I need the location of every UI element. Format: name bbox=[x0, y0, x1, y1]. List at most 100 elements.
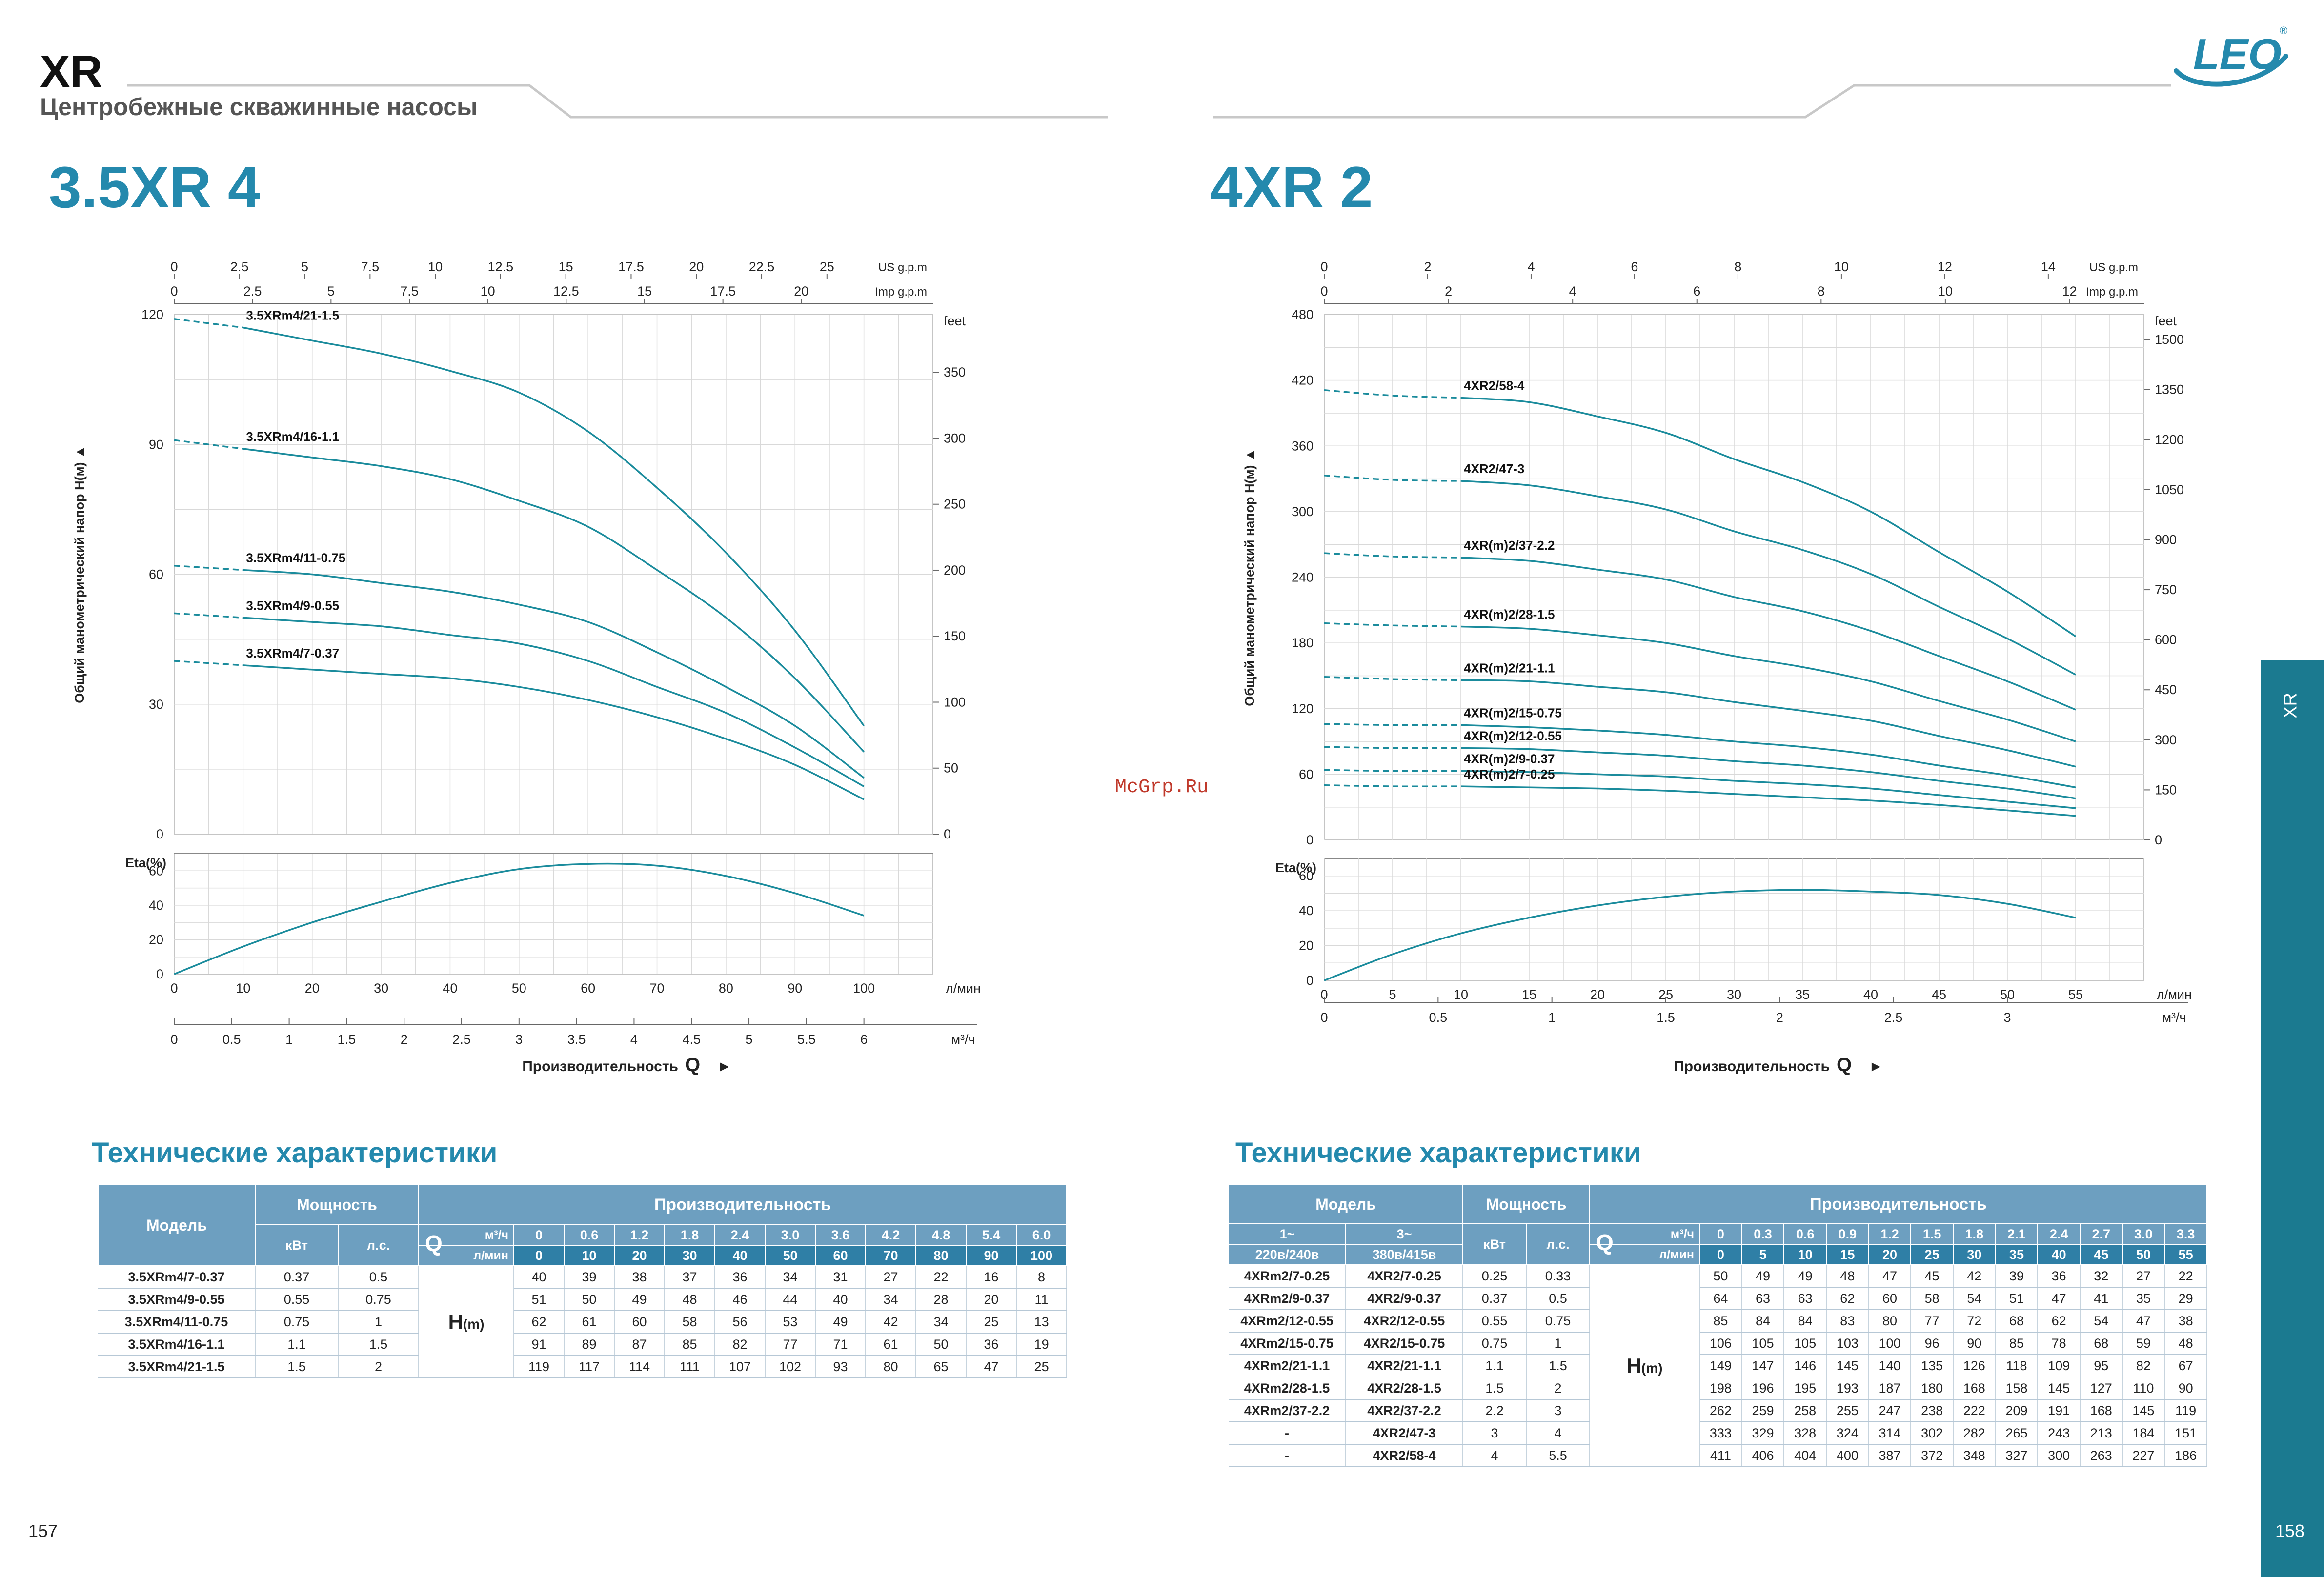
th-performance: Производительность bbox=[1589, 1184, 2207, 1224]
head-unit: (m) bbox=[1641, 1360, 1663, 1376]
us-tick-label: 14 bbox=[2041, 260, 2056, 274]
cell-head: 25 bbox=[1016, 1356, 1068, 1378]
x-axis-arrow: ► bbox=[1869, 1058, 1883, 1075]
eta-tick-label: 40 bbox=[1299, 903, 1314, 918]
th-single-phase-voltage: 220в/240в bbox=[1228, 1244, 1346, 1265]
cell-head: 53 bbox=[765, 1311, 816, 1334]
flow-lmin-tick-label: 20 bbox=[1590, 987, 1605, 1002]
cell-head: 36 bbox=[966, 1333, 1017, 1356]
flow-lmin-tick-label: 10 bbox=[1454, 987, 1468, 1002]
sidebar-label: XR bbox=[2280, 693, 2301, 719]
cell-head: 49 bbox=[1741, 1265, 1785, 1288]
flow-m3h-tick-label: 0.5 bbox=[1429, 1010, 1448, 1025]
cell-head: 71 bbox=[815, 1333, 867, 1356]
cell-head: 61 bbox=[564, 1311, 615, 1334]
cell-head: 348 bbox=[1953, 1444, 1996, 1467]
feet-tick-label: 450 bbox=[2155, 682, 2177, 697]
us-tick-label: 17.5 bbox=[618, 260, 644, 274]
head-tick-label: 120 bbox=[1292, 701, 1314, 716]
feet-tick-label: 1050 bbox=[2155, 482, 2184, 497]
cell-model-three-phase: 4XR2/7-0.25 bbox=[1346, 1265, 1464, 1288]
cell-hp: 1 bbox=[338, 1311, 420, 1334]
curve-label: 4XR(m)2/7-0.25 bbox=[1464, 767, 1555, 781]
curve bbox=[243, 569, 865, 779]
flow-m3h-tick-label: 5 bbox=[746, 1032, 753, 1047]
head-tick-label: 180 bbox=[1292, 636, 1314, 650]
cell-head: 49 bbox=[815, 1311, 867, 1334]
us-tick-label: 4 bbox=[1527, 260, 1535, 274]
cell-head: 168 bbox=[1953, 1377, 1996, 1400]
cell-model: 3.5XRm4/21-1.5 bbox=[98, 1356, 256, 1378]
imp-tick-label: 17.5 bbox=[710, 284, 736, 299]
flow-lmin-tick-label: 45 bbox=[1932, 987, 1946, 1002]
cell-model-single-phase: 4XRm2/9-0.37 bbox=[1229, 1287, 1346, 1310]
curve-label: 3.5XRm4/9-0.55 bbox=[246, 598, 339, 613]
th-flow-m3h: 2.7 bbox=[2079, 1223, 2123, 1245]
curve bbox=[243, 664, 865, 800]
cell-model-single-phase: - bbox=[1229, 1422, 1346, 1445]
right-spec-table: Модель Мощность Производительность 1~ 3~… bbox=[1228, 1184, 2207, 1467]
cell-head: 105 bbox=[1784, 1332, 1827, 1355]
feet-tick-label: 300 bbox=[944, 431, 966, 445]
flow-lmin-tick-label: 60 bbox=[581, 981, 595, 996]
cell-head: 62 bbox=[514, 1311, 565, 1334]
feet-tick-label: 300 bbox=[2155, 733, 2177, 747]
curve-dashed bbox=[1324, 784, 1461, 787]
us-tick-label: 8 bbox=[1734, 260, 1741, 274]
cell-hp: 4 bbox=[1526, 1422, 1591, 1445]
feet-tick-label: 750 bbox=[2155, 582, 2177, 597]
cell-head: 38 bbox=[2164, 1310, 2207, 1333]
cell-kw: 2.2 bbox=[1463, 1399, 1527, 1422]
th-flow-lmin: 10 bbox=[564, 1245, 615, 1266]
cell-head: 54 bbox=[2080, 1310, 2123, 1333]
cell-head: 85 bbox=[1699, 1310, 1742, 1333]
us-tick-label: 10 bbox=[428, 260, 443, 274]
imp-tick-label: 8 bbox=[1818, 284, 1825, 299]
left-model-title: 3.5XR 4 bbox=[49, 155, 261, 220]
cell-head: 59 bbox=[2122, 1332, 2165, 1355]
flow-lmin-tick-label: 0 bbox=[170, 981, 178, 996]
flow-lmin-tick-label: 40 bbox=[443, 981, 457, 996]
cell-model-single-phase: - bbox=[1229, 1444, 1346, 1467]
imp-tick-label: 20 bbox=[794, 284, 808, 299]
eta-tick-label: 20 bbox=[1299, 938, 1314, 953]
flow-m3h-tick-label: 0 bbox=[1320, 1010, 1328, 1025]
cell-kw: 4 bbox=[1463, 1444, 1527, 1467]
cell-head: 302 bbox=[1911, 1422, 1954, 1445]
cell-head-label: H(m) bbox=[419, 1266, 515, 1378]
efficiency-curve bbox=[1324, 889, 2076, 981]
cell-head: 63 bbox=[1784, 1287, 1827, 1310]
cell-head: 34 bbox=[866, 1288, 917, 1311]
cell-head: 90 bbox=[2164, 1377, 2207, 1400]
th-model: Модель bbox=[98, 1184, 256, 1266]
curve-label: 4XR(m)2/9-0.37 bbox=[1464, 752, 1555, 766]
curve bbox=[243, 448, 865, 753]
cell-hp: 1 bbox=[1526, 1332, 1591, 1355]
flow-lmin-tick-label: 10 bbox=[236, 981, 250, 996]
cell-head: 147 bbox=[1741, 1355, 1785, 1377]
head-tick-label: 30 bbox=[149, 697, 163, 712]
curve-label: 4XR(m)2/37-2.2 bbox=[1464, 538, 1555, 553]
flow-lmin-tick-label: 70 bbox=[650, 981, 665, 996]
cell-head: 243 bbox=[2038, 1422, 2081, 1445]
th-flow-lmin: 10 bbox=[1783, 1244, 1827, 1265]
header-rules bbox=[127, 84, 2171, 119]
cell-head: 327 bbox=[1995, 1444, 2039, 1467]
cell-head: 45 bbox=[1911, 1265, 1954, 1288]
cell-head: 42 bbox=[866, 1311, 917, 1334]
th-flow-m3h: 0 bbox=[513, 1224, 565, 1246]
th-flow-lmin: 25 bbox=[1910, 1244, 1954, 1265]
flow-lmin-tick-label: 90 bbox=[788, 981, 802, 996]
th-flow-lmin: 70 bbox=[865, 1245, 917, 1266]
feet-tick-label: 150 bbox=[944, 629, 966, 643]
eta-tick-label: 0 bbox=[156, 967, 163, 981]
y-axis-title: Общий манометрический напор H(м) ▲ bbox=[1242, 448, 1257, 706]
th-flow-lmin: 40 bbox=[714, 1245, 766, 1266]
curve-dashed bbox=[1324, 746, 1461, 749]
page-number-right: 158 bbox=[2275, 1521, 2305, 1541]
th-hp: л.с. bbox=[337, 1224, 420, 1266]
eta-tick-label: 60 bbox=[1299, 869, 1314, 883]
cell-head: 118 bbox=[1995, 1355, 2039, 1377]
